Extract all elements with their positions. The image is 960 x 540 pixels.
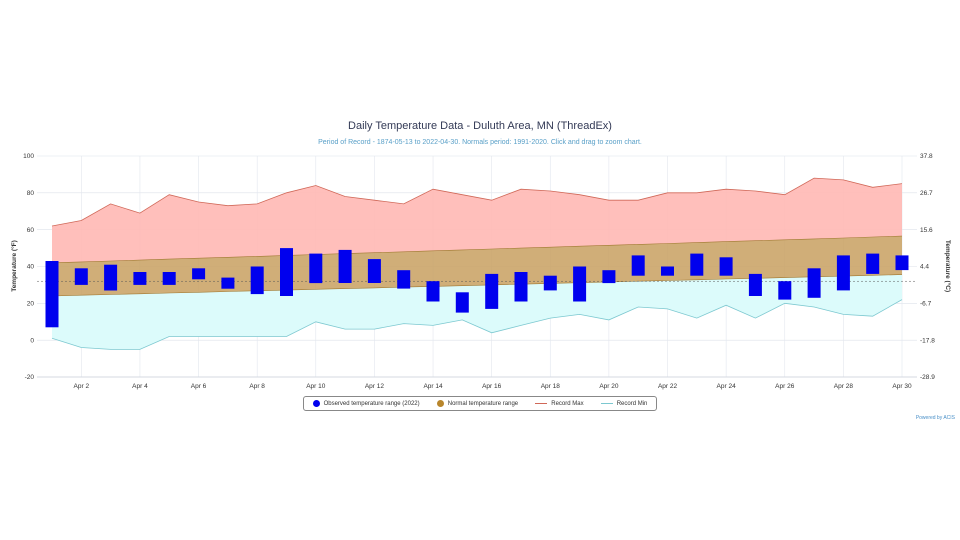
observed-range-bar	[397, 270, 411, 289]
observed-range-bar	[661, 266, 674, 276]
y-tick-label-right: 37.8	[920, 153, 933, 160]
y-tick-label-right: 15.6	[920, 227, 933, 234]
legend-label-normal: Normal temperature range	[447, 400, 519, 407]
observed-range-bar	[250, 266, 264, 295]
observed-range-bar	[485, 273, 499, 309]
y-tick-label-right: 26.7	[920, 190, 933, 197]
x-tick-label: Apr 8	[249, 383, 265, 390]
observed-range-bar	[192, 268, 206, 280]
observed-range-bar	[748, 273, 762, 296]
x-tick-label: Apr 20	[599, 383, 619, 390]
observed-range-bar	[338, 249, 352, 283]
observed-range-bar	[778, 281, 792, 300]
normal-high-line	[51, 235, 903, 264]
observed-range-bar	[133, 272, 147, 285]
observed-range-bar	[807, 268, 821, 298]
record-max-legend-icon	[535, 403, 548, 404]
chart-legend: Observed temperature range (2022) Normal…	[303, 396, 657, 411]
record-min-area	[52, 274, 902, 350]
y-tick-label-left: 80	[27, 190, 35, 197]
observed-range-bar	[45, 261, 59, 328]
x-tick-label: Apr 10	[306, 383, 326, 390]
y-tick-label-left: 20	[27, 301, 35, 308]
observed-range-bar	[573, 266, 587, 302]
chart-subtitle: Period of Record - 1874-05-13 to 2022-04…	[318, 139, 642, 146]
y-axis-title-right: Temperature (°C)	[944, 240, 952, 292]
observed-range-bar	[866, 253, 880, 274]
legend-item-record-min[interactable]: Record Min	[600, 400, 648, 407]
legend-label-record-max: Record Max	[551, 400, 584, 407]
observed-range-bar	[221, 277, 235, 289]
y-tick-label-right: 4.4	[920, 264, 929, 271]
legend-item-observed[interactable]: Observed temperature range (2022)	[312, 400, 420, 407]
y-tick-label-left: 40	[27, 264, 35, 271]
y-tick-label-right: -28.9	[920, 374, 935, 381]
powered-by-credit[interactable]: Powered by ACIS	[915, 415, 955, 421]
observed-range-bar	[514, 272, 528, 302]
observed-range-bar	[455, 292, 469, 313]
record-max-area	[52, 178, 902, 263]
observed-legend-icon	[312, 400, 320, 407]
observed-range-bar	[309, 253, 323, 284]
legend-label-record-min: Record Min	[616, 400, 648, 407]
y-tick-label-left: -20	[25, 374, 35, 381]
normal-range-area	[52, 236, 902, 296]
observed-range-bar	[162, 272, 176, 285]
normal-legend-icon	[436, 400, 444, 407]
x-tick-label: Apr 26	[775, 383, 795, 390]
legend-item-record-max[interactable]: Record Max	[535, 400, 584, 407]
x-tick-label: Apr 22	[658, 383, 678, 390]
y-tick-label-left: 60	[27, 227, 35, 234]
x-tick-label: Apr 2	[74, 383, 90, 390]
x-tick-label: Apr 12	[365, 383, 385, 390]
record-min-line	[51, 299, 903, 350]
x-tick-label: Apr 28	[834, 383, 854, 390]
observed-range-bar	[836, 255, 850, 291]
legend-label-observed: Observed temperature range (2022)	[323, 400, 420, 407]
x-tick-label: Apr 30	[892, 383, 912, 390]
legend-item-normal[interactable]: Normal temperature range	[436, 400, 519, 407]
observed-range-bar	[74, 268, 88, 285]
y-tick-label-left: 0	[30, 337, 34, 344]
x-tick-label: Apr 24	[717, 383, 737, 390]
y-tick-label-right: -6.7	[920, 301, 932, 308]
x-tick-label: Apr 14	[423, 383, 443, 390]
x-tick-label: Apr 6	[191, 383, 207, 390]
observed-range-bar	[602, 270, 616, 284]
chart-title: Daily Temperature Data - Duluth Area, MN…	[348, 120, 612, 132]
observed-range-bar	[895, 255, 909, 271]
observed-range-bar	[426, 281, 440, 302]
observed-range-bar	[280, 248, 293, 296]
x-tick-label: Apr 4	[132, 383, 148, 390]
record-min-legend-icon	[600, 403, 613, 404]
y-tick-label-left: 100	[23, 153, 34, 160]
x-tick-label: Apr 18	[541, 383, 561, 390]
y-tick-label-right: -17.8	[920, 337, 935, 344]
observed-range-bar	[104, 264, 118, 291]
y-axis-title-left: Temperature (°F)	[10, 240, 18, 292]
observed-range-bar	[367, 259, 381, 283]
observed-range-bar	[690, 253, 704, 276]
observed-range-bar	[631, 255, 645, 276]
record-max-line	[51, 177, 903, 227]
x-tick-label: Apr 16	[482, 383, 502, 390]
observed-range-bar	[543, 275, 557, 291]
observed-range-bar	[719, 257, 733, 276]
